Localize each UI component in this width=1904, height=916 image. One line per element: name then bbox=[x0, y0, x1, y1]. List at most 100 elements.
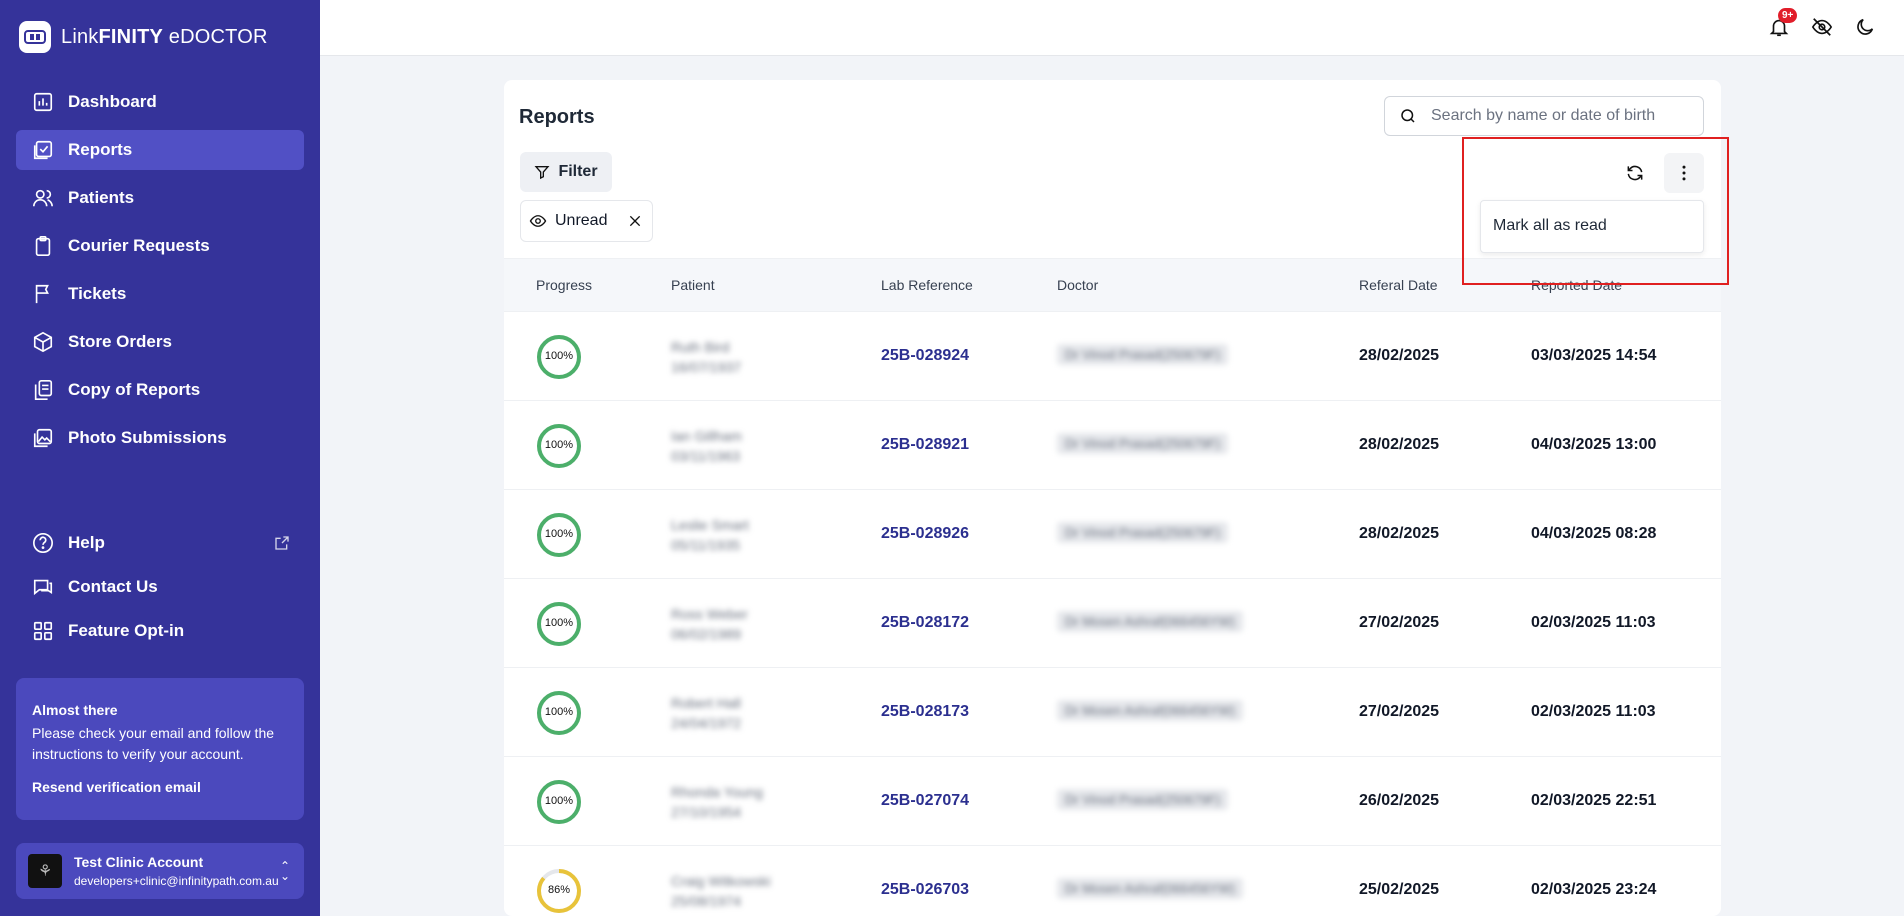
filter-button[interactable]: Filter bbox=[520, 152, 612, 192]
sidebar-item-label: Reports bbox=[68, 140, 133, 159]
sidebar-item-label: Store Orders bbox=[68, 332, 172, 351]
resend-verification-link[interactable]: Resend verification email bbox=[32, 779, 201, 795]
column-header-doctor[interactable]: Doctor bbox=[1057, 277, 1099, 293]
sidebar-item-tickets[interactable]: Tickets bbox=[16, 274, 304, 314]
privacy-toggle-button[interactable] bbox=[1811, 16, 1835, 40]
refresh-icon bbox=[1627, 165, 1643, 181]
sidebar-item-contact-us[interactable]: Contact Us bbox=[16, 569, 304, 605]
lab-reference-link[interactable]: 25B-028926 bbox=[881, 525, 970, 542]
patient-cell: Ruth Bird 16/07/1937 bbox=[671, 337, 741, 377]
progress-ring: 100% bbox=[536, 423, 582, 469]
sidebar-item-photo-submissions[interactable]: Photo Submissions bbox=[16, 418, 304, 458]
sidebar-item-courier-requests[interactable]: Courier Requests bbox=[16, 226, 304, 266]
eye-off-icon bbox=[1811, 18, 1833, 36]
patient-name: Leslie Smart bbox=[671, 517, 749, 533]
reported-date-cell: 04/03/2025 13:00 bbox=[1531, 436, 1657, 453]
patient-cell: Ross Weber 06/02/1989 bbox=[671, 604, 748, 644]
notifications-button[interactable]: 9+ bbox=[1768, 8, 1798, 40]
lab-reference-link[interactable]: 25B-027074 bbox=[881, 792, 970, 809]
doctor-cell: Dr Vinod Prasad(250679F) bbox=[1057, 344, 1229, 365]
dark-mode-button[interactable] bbox=[1854, 16, 1878, 40]
patient-dob: 16/07/1937 bbox=[671, 359, 742, 375]
more-options-button[interactable] bbox=[1664, 153, 1704, 193]
clipboard-icon bbox=[35, 236, 51, 256]
brand[interactable]: LinkFINITY eDOCTOR bbox=[19, 21, 268, 53]
verification-notice: Almost there Please check your email and… bbox=[16, 678, 304, 820]
table-row[interactable]: 100% Ruth Bird 16/07/1937 25B-028924 Dr Vino… bbox=[504, 312, 1721, 401]
column-header-lab-reference[interactable]: Lab Reference bbox=[881, 277, 973, 293]
column-header-reported-date[interactable]: Reported Date bbox=[1531, 277, 1623, 293]
chat-icon bbox=[33, 579, 53, 596]
search-input[interactable] bbox=[1431, 107, 1691, 125]
sidebar-item-store-orders[interactable]: Store Orders bbox=[16, 322, 304, 362]
eye-icon bbox=[529, 215, 547, 227]
lab-reference-link[interactable]: 25B-028172 bbox=[881, 614, 970, 631]
sidebar-secondary-nav: Help Contact Us Feature Opt-in bbox=[16, 525, 304, 657]
sidebar: LinkFINITY eDOCTOR Dashboard Reports Pat… bbox=[0, 0, 320, 916]
table-row[interactable]: 86% Craig Witkowski 25/08/1974 25B-026703 Dr… bbox=[504, 846, 1721, 916]
reported-date-cell: 04/03/2025 08:28 bbox=[1531, 525, 1657, 542]
sidebar-item-reports[interactable]: Reports bbox=[16, 130, 304, 170]
progress-label: 100% bbox=[544, 706, 574, 718]
sidebar-item-label: Courier Requests bbox=[68, 236, 210, 255]
active-filter-chip: Unread bbox=[520, 200, 653, 242]
sidebar-item-feature-opt-in[interactable]: Feature Opt-in bbox=[16, 613, 304, 649]
filter-icon bbox=[534, 166, 550, 180]
brand-name: LinkFINITY eDOCTOR bbox=[61, 25, 268, 48]
flag-icon bbox=[35, 284, 49, 304]
refresh-button[interactable] bbox=[1615, 153, 1655, 193]
patient-name: Craig Witkowski bbox=[671, 873, 771, 889]
box-icon bbox=[33, 331, 53, 353]
progress-ring: 100% bbox=[536, 779, 582, 825]
column-header-patient[interactable]: Patient bbox=[671, 277, 715, 293]
table-row[interactable]: 100% Ian Gillham 03/11/1963 25B-028921 Dr Vi… bbox=[504, 401, 1721, 490]
progress-ring: 100% bbox=[536, 690, 582, 736]
search-box bbox=[1384, 96, 1704, 136]
lab-reference-link[interactable]: 25B-026703 bbox=[881, 881, 970, 898]
column-header-progress[interactable]: Progress bbox=[536, 277, 593, 293]
patient-dob: 06/02/1989 bbox=[671, 626, 742, 642]
table-row[interactable]: 100% Leslie Smart 05/11/1935 25B-028926 Dr V… bbox=[504, 490, 1721, 579]
progress-label: 100% bbox=[544, 795, 574, 807]
column-header-referral-date[interactable]: Referal Date bbox=[1359, 277, 1438, 293]
account-name: Test Clinic Account bbox=[74, 854, 204, 870]
reported-date-cell: 03/03/2025 14:54 bbox=[1531, 347, 1657, 364]
table-row[interactable]: 100% Ross Weber 06/02/1989 25B-028172 Dr Mos… bbox=[504, 579, 1721, 668]
reported-date-cell: 02/03/2025 23:24 bbox=[1531, 881, 1657, 898]
account-switcher[interactable]: ⚘ Test Clinic Account developers+clinic@… bbox=[16, 843, 304, 899]
progress-label: 100% bbox=[544, 350, 574, 362]
notification-badge: 9+ bbox=[1778, 8, 1798, 23]
table-header: Progress Patient Lab Reference Doctor Re… bbox=[504, 258, 1721, 312]
sidebar-item-patients[interactable]: Patients bbox=[16, 178, 304, 218]
close-icon[interactable] bbox=[627, 213, 643, 229]
users-icon bbox=[33, 189, 53, 207]
progress-ring: 100% bbox=[536, 334, 582, 380]
referral-date-cell: 25/02/2025 bbox=[1359, 881, 1440, 898]
notice-body: Please check your email and follow the i… bbox=[32, 725, 275, 762]
lab-reference-link[interactable]: 25B-028924 bbox=[881, 347, 970, 364]
table-row[interactable]: 100% Robert Hall 24/04/1972 25B-028173 Dr Mo… bbox=[504, 668, 1721, 757]
moon-icon bbox=[1857, 18, 1874, 35]
progress-ring: 100% bbox=[536, 512, 582, 558]
progress-label: 100% bbox=[544, 439, 574, 451]
patient-dob: 24/04/1972 bbox=[671, 715, 742, 731]
search-icon bbox=[1401, 109, 1415, 123]
sidebar-item-copy-of-reports[interactable]: Copy of Reports bbox=[16, 370, 304, 410]
sidebar-item-label: Contact Us bbox=[68, 577, 158, 596]
mark-all-as-read-menu-item[interactable]: Mark all as read bbox=[1480, 200, 1704, 253]
account-email: developers+clinic@infinitypath.com.au bbox=[74, 874, 279, 888]
progress-ring: 100% bbox=[536, 601, 582, 647]
sidebar-item-dashboard[interactable]: Dashboard bbox=[16, 82, 304, 122]
grid-icon bbox=[33, 621, 53, 641]
lab-reference-link[interactable]: 25B-028921 bbox=[881, 436, 970, 453]
progress-label: 86% bbox=[547, 884, 571, 896]
sidebar-item-help[interactable]: Help bbox=[16, 525, 304, 561]
lab-reference-link[interactable]: 25B-028173 bbox=[881, 703, 970, 720]
progress-label: 100% bbox=[544, 617, 574, 629]
referral-date-cell: 27/02/2025 bbox=[1359, 614, 1440, 631]
referral-date-cell: 27/02/2025 bbox=[1359, 703, 1440, 720]
table-row[interactable]: 100% Rhonda Young 27/10/1954 25B-027074 Dr V… bbox=[504, 757, 1721, 846]
patient-cell: Craig Witkowski 25/08/1974 bbox=[671, 871, 771, 911]
referral-date-cell: 28/02/2025 bbox=[1359, 347, 1440, 364]
linkfinity-logo-icon bbox=[19, 21, 51, 53]
